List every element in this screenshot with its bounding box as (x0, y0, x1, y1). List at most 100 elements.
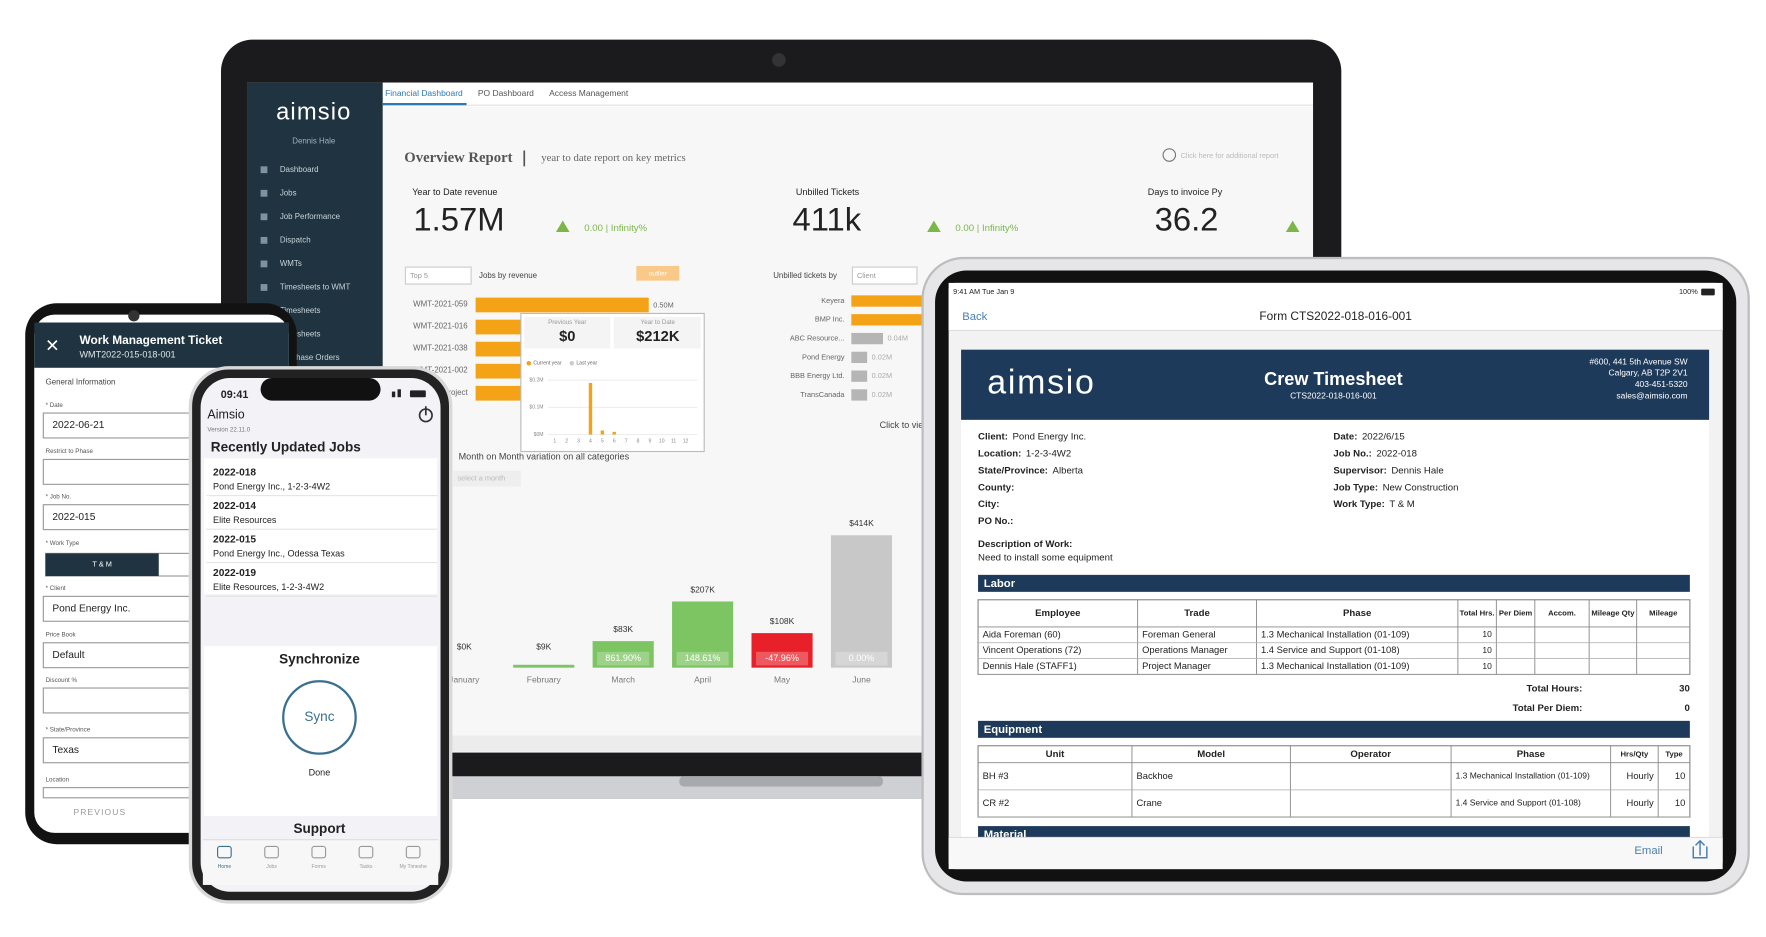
bar (588, 382, 593, 435)
x-tick-label: January (449, 674, 480, 684)
section-band (978, 720, 1690, 738)
tab-label[interactable]: Forms (312, 864, 327, 870)
table-cell: Hourly (1627, 770, 1654, 781)
field-label: * Job No. (46, 493, 72, 500)
table-cell: Project Manager (1142, 660, 1211, 671)
previous-button[interactable]: PREVIOUS (73, 807, 126, 817)
legend-dot (569, 360, 575, 366)
ticket-id: WMT2022-015-018-001 (80, 350, 176, 360)
toggle-active[interactable] (45, 553, 159, 577)
outlier-button[interactable] (636, 265, 680, 281)
category-label: BMP Inc. (815, 315, 845, 324)
email-button[interactable]: Email (1634, 845, 1662, 857)
job-id[interactable]: 2022-019 (213, 568, 256, 579)
kpi-value: 36.2 (1155, 200, 1219, 237)
job-list (204, 458, 438, 595)
field-label: Supervisor: (1333, 465, 1386, 476)
label-chip (756, 651, 809, 666)
nav-item[interactable]: Timesheets (280, 306, 321, 315)
job-id[interactable]: 2022-015 (213, 535, 256, 546)
select-hint: select a month (458, 474, 506, 483)
filter-select[interactable] (851, 266, 918, 285)
field-label: Job Type: (1333, 482, 1378, 493)
nav-item[interactable]: Jobs (280, 188, 297, 197)
total-label: Total Per Diem: (1513, 703, 1583, 714)
nav-item[interactable]: Timesheets (280, 330, 321, 339)
bar (851, 389, 868, 401)
category-label: WMT-2021-002 (413, 366, 468, 375)
nav-item[interactable]: Dispatch (280, 235, 311, 244)
bar (830, 535, 893, 668)
value-label: $108K (770, 616, 795, 626)
section-title: Labor (984, 578, 1016, 590)
share-icon[interactable] (1692, 839, 1708, 859)
info-link[interactable]: Click here for additional report (1181, 151, 1279, 160)
tab-label[interactable]: Jobs (266, 864, 277, 870)
month-select[interactable] (452, 470, 521, 487)
input[interactable] (42, 458, 203, 485)
tooltip-value: $0 (559, 329, 575, 345)
address-line: 403-451-5320 (1635, 379, 1688, 389)
x-tick-label: 11 (671, 439, 676, 445)
nav-item[interactable]: Purchase Orders (280, 353, 340, 362)
tab-icon[interactable] (405, 845, 421, 859)
tab-label[interactable]: Tasks (359, 864, 372, 870)
input[interactable] (42, 642, 203, 669)
tablet-nav (948, 282, 1723, 331)
trend-up (1285, 220, 1300, 232)
table-cell: 10 (1482, 629, 1492, 639)
tab-icon[interactable] (264, 845, 279, 859)
label: Year to Date (641, 319, 676, 326)
table-cell: 10 (1482, 661, 1492, 671)
tab-bar (382, 82, 1314, 106)
nav-item[interactable]: Job Performance (280, 212, 341, 221)
section-title: Equipment (984, 724, 1043, 736)
back-button[interactable]: Back (962, 311, 987, 323)
input[interactable] (42, 787, 203, 799)
column-header: Phase (1343, 608, 1372, 619)
input[interactable] (42, 737, 203, 764)
nav-item[interactable]: Dashboard (280, 165, 319, 174)
job-id[interactable]: 2022-018 (213, 468, 256, 479)
bar (612, 431, 616, 435)
camera (128, 310, 140, 322)
laptop-notch (679, 776, 883, 787)
tab-icon[interactable] (311, 845, 327, 859)
y-tick-label: $0M (534, 432, 544, 438)
tab[interactable]: PO Dashboard (478, 88, 534, 98)
category-label: Keyera (821, 296, 845, 305)
label-chip (835, 651, 888, 666)
table-cell: 1.3 Mechanical Installation (01-109) (1261, 660, 1410, 671)
logo: aimsio (987, 364, 1095, 402)
input[interactable] (42, 412, 203, 439)
signal (391, 391, 396, 398)
sync-label: Sync (304, 709, 334, 724)
field-label: Job No.: (1333, 448, 1371, 459)
tab-icon[interactable] (358, 845, 374, 859)
input-value: Texas (52, 745, 79, 756)
nav-item[interactable]: Timesheets to WMT (280, 283, 351, 292)
tab-icon[interactable] (217, 845, 232, 859)
field-value: T & M (1389, 499, 1414, 510)
table-cell: Operations Manager (1142, 644, 1227, 655)
field-value: Need to install some equipment (978, 552, 1113, 563)
close-icon[interactable] (47, 340, 58, 351)
tab[interactable]: Access Management (549, 88, 629, 98)
input[interactable] (42, 687, 203, 714)
tab[interactable]: Financial Dashboard (385, 88, 463, 98)
change-label: 0.00% (849, 653, 875, 663)
job-desc: Pond Energy Inc., Odessa Texas (213, 549, 345, 559)
tooltip-cell (524, 316, 611, 349)
filter-value: Client (857, 271, 876, 280)
bar (851, 370, 868, 382)
tab-label[interactable]: My Timeshe (399, 864, 427, 870)
column-header: Accom. (1548, 608, 1576, 617)
sync-button[interactable] (282, 680, 357, 755)
tab-label[interactable]: Home (218, 864, 232, 870)
nav-item[interactable]: WMTs (280, 259, 302, 268)
filter-select[interactable] (404, 266, 472, 285)
job-id[interactable]: 2022-014 (213, 501, 256, 512)
value-label: 0.02M (872, 371, 892, 380)
nav-icon (260, 260, 268, 268)
field-label: PO No.: (978, 516, 1013, 527)
